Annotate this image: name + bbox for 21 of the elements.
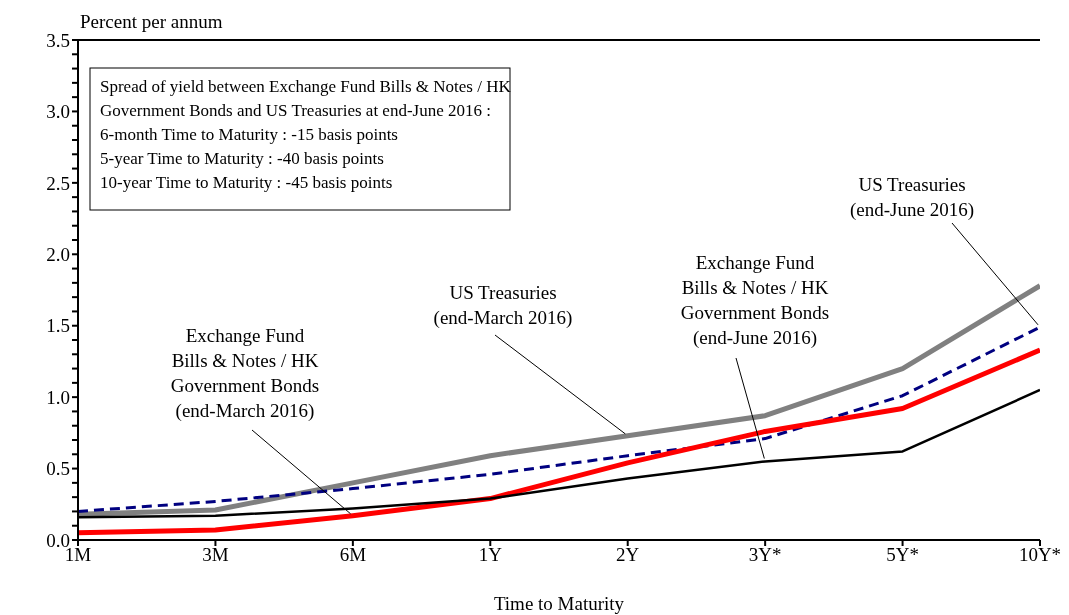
annotation: US Treasuries (end-June 2016) — [850, 174, 974, 221]
y-tick-label: 0.5 — [46, 458, 70, 480]
x-tick-label: 3Y* — [748, 544, 782, 566]
x-tick-label: 3M — [202, 544, 229, 566]
annotation: US Treasuries (end-March 2016) — [433, 282, 573, 329]
annotation: Spread of yield between Exchange Fund Bills & Notes / HK Government Bonds and US Treasuries at end-June 2016 : 6-month Time to Maturity : -15 basis points 5-year Time to Maturity : -40 basis points 10-year Time to Maturity : -45 basis points — [100, 77, 512, 192]
y-tick-label: 3.0 — [46, 101, 70, 123]
x-tick-label: 2Y — [616, 544, 640, 566]
x-axis-title: Time to Maturity — [493, 593, 625, 614]
x-tick-label: 1Y — [478, 544, 503, 566]
x-tick-label: 6M — [339, 544, 367, 566]
y-axis-title: Percent per annum — [80, 11, 223, 32]
y-tick-label: 1.0 — [46, 386, 70, 408]
annotation: Exchange Fund Bills & Notes / HK Government Bonds (end-March 2016) — [170, 325, 320, 422]
y-tick-label: 1.5 — [46, 315, 70, 337]
y-tick-label: 2.5 — [46, 172, 70, 194]
y-tick-label: 3.5 — [46, 29, 70, 51]
y-tick-label: 2.0 — [46, 244, 70, 266]
x-tick-label: 10Y* — [1018, 544, 1062, 566]
annotation: Exchange Fund Bills & Notes / HK Government Bonds (end-June 2016) — [680, 252, 830, 349]
x-tick-label: 5Y* — [886, 544, 919, 566]
